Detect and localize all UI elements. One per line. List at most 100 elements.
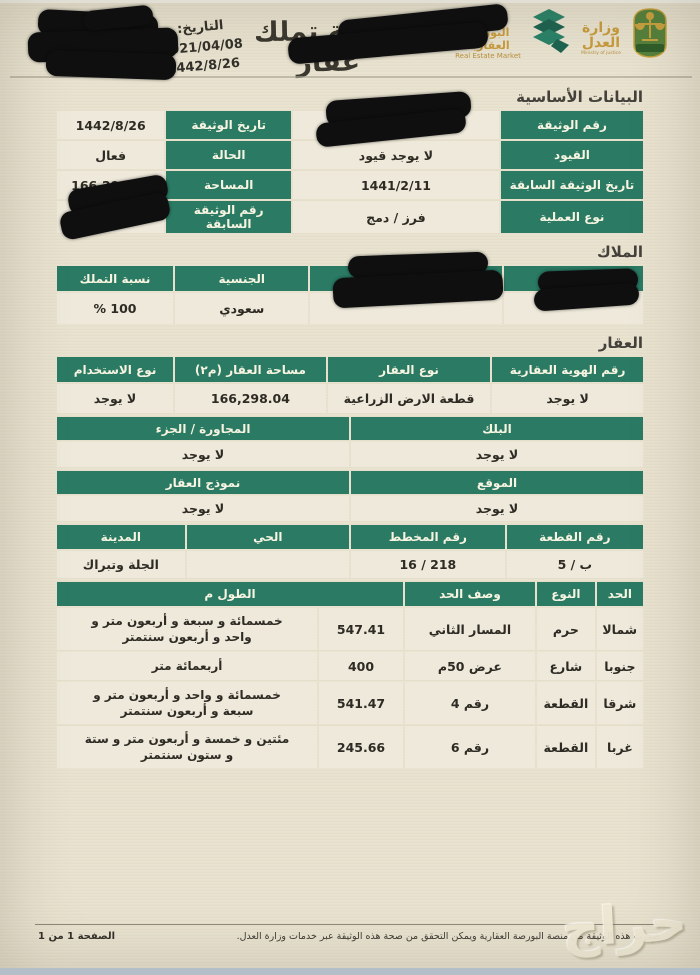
boundary-desc: رقم 4 (404, 682, 535, 724)
column-header: المدينة (57, 525, 185, 549)
table-row: 5 / ب 16 / 218 الجلة وتبراك (57, 551, 643, 578)
column-header: الحد (596, 582, 643, 606)
property-table-location: الموقع نموذج العقار لا يوجد لا يوجد (55, 469, 645, 523)
redaction-document-number (315, 90, 476, 148)
photo-bottom-edge (0, 968, 700, 975)
field-value: لا يوجد (57, 384, 174, 413)
document-header: وثيقة تملك عقار التاريخ: 2021/04/08 1442… (0, 0, 700, 80)
table-header-row: الحد النوع وصف الحد الطول م (57, 582, 643, 606)
column-header: نوع الاستخدام (57, 357, 174, 382)
boundary-length-words: خمسمائة و واحد و أربعون متر و سبعة و أرب… (57, 682, 318, 724)
column-header: نموذج العقار (57, 471, 349, 494)
column-header: البلك (351, 417, 643, 440)
boundary-side: غربا (596, 726, 643, 768)
plan-number-value: 16 / 218 (351, 551, 505, 578)
field-value: فرز / دمج (293, 201, 499, 233)
column-header: مساحة العقار (م٢) (175, 357, 326, 382)
column-header: رقم القطعة (506, 525, 643, 549)
basic-data-table: رقم الوثيقة تاريخ الوثيقة 1442/8/26 القي… (55, 109, 645, 235)
redaction-owner-id (533, 268, 646, 312)
table-row: لا يوجد قطعة الارض الزراعية 166,298.04 ل… (57, 384, 643, 413)
district-value (186, 551, 350, 578)
photo-top-edge (0, 0, 700, 3)
field-label: المساحة (166, 171, 292, 199)
field-label: نوع العملية (500, 201, 643, 233)
ministry-name-english: Ministry of justice (581, 50, 621, 56)
section-title-property: العقار (598, 334, 643, 352)
field-value: لا يوجد (351, 496, 643, 521)
column-header: رقم المخطط (351, 525, 505, 549)
field-label: تاريخ الوثيقة (166, 111, 292, 139)
boundary-type: القطعة (536, 682, 595, 724)
column-header: رقم الهوية العقارية (492, 357, 643, 382)
field-value: 1441/2/11 (293, 171, 499, 199)
footer-note: صدرت هذه الوثيقة من منصة البورصة العقاري… (236, 931, 660, 942)
plot-number-value: 5 / ب (506, 551, 643, 578)
redaction-qr-code (27, 4, 186, 82)
boundary-length: 400 (319, 652, 403, 680)
boundary-side: شمالا (596, 608, 643, 650)
table-row: لا يوجد لا يوجد (57, 442, 643, 467)
boundaries-table: الحد النوع وصف الحد الطول م شمالا حرم ال… (55, 580, 645, 770)
owner-share-value: % 100 (57, 293, 174, 324)
boundary-side: شرقا (596, 682, 643, 724)
column-header: الحي (186, 525, 350, 549)
ministry-of-justice-wordmark: وزارة العدل Ministry of justice (574, 20, 628, 57)
table-header-row: رقم القطعة رقم المخطط الحي المدينة (57, 525, 643, 549)
owner-nationality-value: سعودي (175, 293, 309, 324)
table-row: جنوبا شارع عرض 50م 400 أربعمائة متر (57, 652, 643, 680)
field-value: لا يوجد (492, 384, 643, 413)
column-header: نسبة التملك (57, 266, 174, 291)
field-label: القيود (500, 141, 643, 169)
boundary-side: جنوبا (596, 652, 643, 680)
boundary-desc: المسار الثاني (404, 608, 535, 650)
section-title-basic-data: البيانات الأساسية (516, 88, 643, 106)
column-header: النوع (536, 582, 595, 606)
table-row: غربا القطعة رقم 6 245.66 مئتين و خمسة و … (57, 726, 643, 768)
field-label: تاريخ الوثيقة السابقة (500, 171, 643, 199)
field-label: الحالة (166, 141, 292, 169)
boundary-length: 245.66 (319, 726, 403, 768)
header-divider (10, 76, 692, 78)
haraj-watermark: حراج (560, 892, 689, 960)
boundary-length: 541.47 (319, 682, 403, 724)
table-header-row: الموقع نموذج العقار (57, 471, 643, 494)
column-header: الطول م (57, 582, 403, 606)
market-name-english: Real Estate Market (455, 52, 521, 61)
field-value: لا يوجد (351, 442, 643, 467)
boundary-type: حرم (536, 608, 595, 650)
field-label: رقم الوثيقة السابقة (166, 201, 292, 233)
property-table-block: البلك المجاورة / الجزء لا يوجد لا يوجد (55, 415, 645, 469)
real-estate-market-logo-icon (527, 9, 571, 59)
section-title-owners: الملاك (597, 243, 643, 261)
field-label: رقم الوثيقة (500, 111, 643, 139)
boundary-length-words: خمسمائة و سبعة و أربعون متر و واحد و أرب… (57, 608, 318, 650)
page-number: الصفحة 1 من 1 (38, 931, 116, 942)
redaction-previous-document-number (58, 173, 182, 242)
ministry-name-arabic: وزارة العدل (581, 20, 621, 52)
boundary-type: شارع (536, 652, 595, 680)
field-value: 166,298.04 (175, 384, 326, 413)
boundary-length-words: أربعمائة متر (57, 652, 318, 680)
column-header: المجاورة / الجزء (57, 417, 349, 440)
table-row: شرقا القطعة رقم 4 541.47 خمسمائة و واحد … (57, 682, 643, 724)
column-header: وصف الحد (404, 582, 535, 606)
column-header: الموقع (351, 471, 643, 494)
table-header-row: رقم الهوية العقارية نوع العقار مساحة الع… (57, 357, 643, 382)
boundary-desc: عرض 50م (404, 652, 535, 680)
table-header-row: البلك المجاورة / الجزء (57, 417, 643, 440)
ministry-of-justice-emblem-icon (630, 7, 670, 63)
field-value: لا يوجد (57, 496, 349, 521)
field-value: 1442/8/26 (57, 111, 165, 139)
column-header: نوع العقار (327, 357, 491, 382)
boundary-length-words: مئتين و خمسة و أربعون متر و ستة و ستون س… (57, 726, 318, 768)
field-value: لا يوجد (57, 442, 349, 467)
property-table-plot: رقم القطعة رقم المخطط الحي المدينة 5 / ب… (55, 523, 645, 580)
table-row: شمالا حرم المسار الثاني 547.41 خمسمائة و… (57, 608, 643, 650)
table-row: لا يوجد لا يوجد (57, 496, 643, 521)
boundary-type: القطعة (536, 726, 595, 768)
field-value: فعال (57, 141, 165, 169)
boundary-length: 547.41 (319, 608, 403, 650)
column-header: الجنسية (175, 266, 309, 291)
